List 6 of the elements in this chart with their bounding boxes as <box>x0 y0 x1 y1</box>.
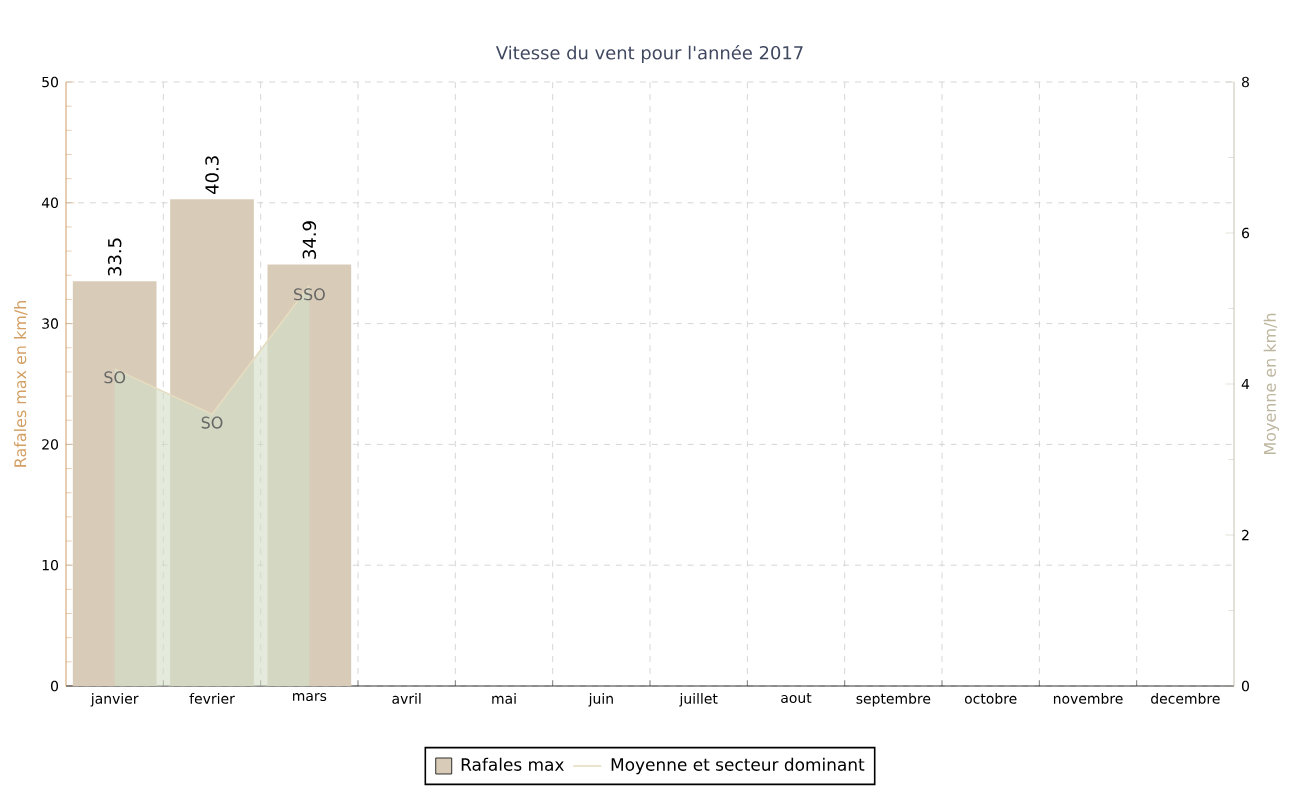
data-label: 34.9 <box>302 221 317 259</box>
chart-title: Vitesse du vent pour l'année 2017 <box>495 44 803 63</box>
data-label: 40.3 <box>205 156 219 194</box>
data-label: 33.5 <box>107 238 122 276</box>
legend-label: Rafales max <box>461 757 564 771</box>
legend-label: Moyenne et secteur dominant <box>611 757 865 775</box>
